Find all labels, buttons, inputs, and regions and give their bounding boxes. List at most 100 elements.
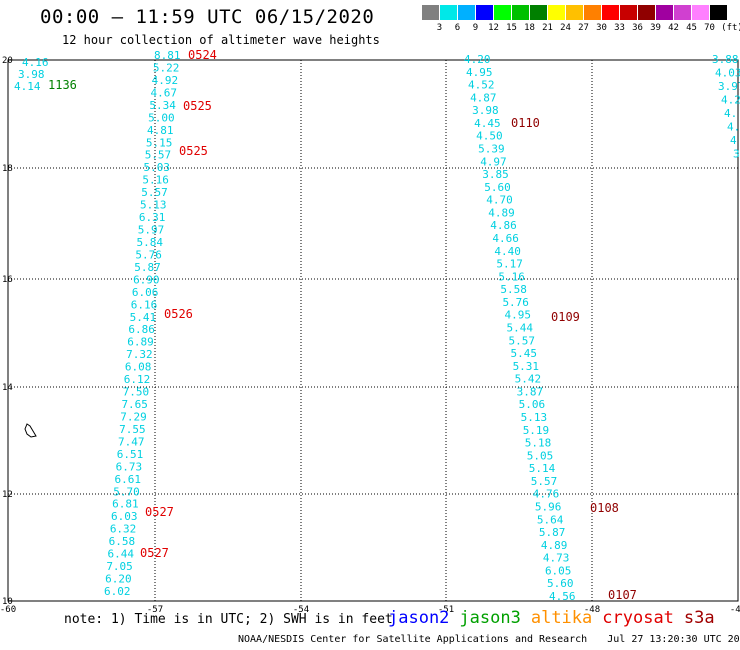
latitude-label: 18 bbox=[2, 164, 13, 174]
wave-height-value: 5.00 bbox=[148, 111, 175, 124]
satellite-jason2: jason2 bbox=[388, 608, 450, 628]
legend-swatch bbox=[440, 5, 457, 20]
wave-height-value: 4.20 bbox=[464, 53, 491, 66]
wave-height-value: 3.98 bbox=[472, 104, 499, 117]
page-subtitle: 12 hour collection of altimeter wave hei… bbox=[62, 33, 380, 47]
wave-height-value: 5.41 bbox=[130, 311, 157, 324]
satellite-altika: altika bbox=[530, 608, 593, 628]
legend-label: 21 bbox=[542, 23, 553, 33]
pass-time-label: 0527 bbox=[145, 505, 174, 519]
page-title: 00:00 — 11:59 UTC 06/15/2020 bbox=[40, 6, 375, 28]
wave-height-value: 6.32 bbox=[110, 523, 137, 536]
wave-height-value: 4.95 bbox=[504, 309, 531, 322]
legend-swatch bbox=[566, 5, 583, 20]
wave-height-value: 4.87 bbox=[470, 91, 497, 104]
wave-height-value: 4.92 bbox=[152, 74, 179, 87]
wave-height-value: 6.90 bbox=[133, 273, 160, 286]
wave-height-value: 5.42 bbox=[515, 373, 542, 386]
longitude-label: -57 bbox=[147, 605, 163, 615]
pass-time-label: 0524 bbox=[188, 48, 217, 62]
wave-height-value: 3.85 bbox=[482, 168, 509, 181]
altimeter-tracks: 4.163.984.14 11368.815.224.924.675.345.00… bbox=[14, 48, 740, 603]
legend-label: 24 bbox=[560, 23, 571, 33]
wave-height-value: 6.86 bbox=[128, 323, 155, 336]
axis-labels: 20 18 16 14 12 10-60 -57 -54 -51 -48 -45 bbox=[0, 56, 740, 615]
wave-height-value: 5.14 bbox=[529, 462, 556, 475]
satellite-jason3: jason3 bbox=[459, 608, 521, 628]
legend-label: 18 bbox=[524, 23, 535, 33]
wave-height-value: 4.81 bbox=[147, 124, 174, 137]
legend-label: 3 bbox=[436, 23, 443, 33]
wave-height-value: 4.86 bbox=[490, 219, 517, 232]
longitude-label: -60 bbox=[0, 605, 16, 615]
wave-height-value: 4.40 bbox=[494, 245, 521, 258]
wave-height-value: 4.50 bbox=[476, 130, 503, 143]
legend-swatch bbox=[530, 5, 547, 20]
wave-height-value: 5.76 bbox=[135, 248, 162, 261]
wave-height-value: 7.65 bbox=[121, 398, 148, 411]
wave-height-value: 7.55 bbox=[119, 423, 145, 436]
wave-height-value: 5.57 bbox=[141, 186, 168, 199]
longitude-label: -51 bbox=[438, 605, 454, 615]
legend-swatch bbox=[710, 5, 727, 20]
longitude-label: -54 bbox=[293, 605, 309, 615]
wave-height-value: 5.57 bbox=[509, 334, 536, 347]
legend-label: 9 bbox=[472, 23, 479, 33]
satellite-legend: jason2 jason3 altika cryosat s3a bbox=[388, 608, 725, 628]
pass-time-label: 0526 bbox=[164, 307, 193, 321]
credit-text: NOAA/NESDIS Center for Satellite Applica… bbox=[238, 634, 588, 645]
wave-height-value: 5.76 bbox=[502, 296, 529, 309]
wave-height-value: 6.31 bbox=[139, 211, 166, 224]
legend-swatch bbox=[422, 5, 439, 20]
pass-time-label: 0109 bbox=[551, 310, 580, 324]
wave-height-value: 5.84 bbox=[137, 236, 164, 249]
wave-height-value: 5.31 bbox=[513, 360, 540, 373]
legend-swatch bbox=[656, 5, 673, 20]
wave-height-value: 6.51 bbox=[117, 448, 144, 461]
legend-swatch bbox=[458, 5, 475, 20]
legend-label: 6 bbox=[454, 23, 461, 33]
wave-height-value: 6.02 bbox=[104, 585, 131, 598]
wave-height-value: 5.87 bbox=[539, 526, 566, 539]
wave-height-value: 4.73 bbox=[543, 552, 570, 565]
pass-time-label: 0525 bbox=[183, 99, 212, 113]
wave-height-value: 6.44 bbox=[107, 548, 134, 561]
wave-height-value: 4.16 bbox=[22, 56, 49, 69]
wave-height-value: 4.89 bbox=[488, 206, 515, 219]
wave-height-value: 5.17 bbox=[496, 258, 523, 271]
wave-height-value: 5.64 bbox=[537, 513, 564, 526]
generated-timestamp: Jul 27 13:20:30 UTC 2020 bbox=[607, 634, 740, 645]
pass-time-label: 0527 bbox=[140, 546, 169, 560]
wave-height-value: 6.08 bbox=[125, 361, 152, 374]
wave-height-value: 4.14 bbox=[14, 80, 41, 93]
wave-height-value: 3.97 bbox=[718, 80, 740, 93]
wave-height-value: 5.97 bbox=[138, 224, 165, 237]
legend-swatch bbox=[584, 5, 601, 20]
wave-height-value: 5.57 bbox=[145, 149, 172, 162]
wave-height-value: 5.06 bbox=[519, 398, 546, 411]
wave-height-value: 4.52 bbox=[468, 79, 495, 92]
wave-height-value: 6.03 bbox=[111, 510, 138, 523]
pass-time-label: 0525 bbox=[179, 144, 208, 158]
map-grid bbox=[7, 59, 739, 602]
wave-height-value: 5.19 bbox=[523, 424, 550, 437]
wave-height-value: 4.2 bbox=[721, 94, 740, 107]
wave-height-value: 4. bbox=[727, 121, 740, 134]
legend-unit: (ft) bbox=[721, 23, 740, 33]
wave-height-value: 3.98 bbox=[18, 68, 45, 81]
wave-height-value: 6.12 bbox=[124, 373, 151, 386]
latitude-label: 20 bbox=[2, 56, 13, 66]
wave-height-value: 6.20 bbox=[105, 573, 131, 586]
wave-height-value: 4.56 bbox=[549, 590, 576, 603]
wave-height-value: 3.87 bbox=[517, 385, 544, 398]
footer-note: note: 1) Time is in UTC; 2) SWH is in fe… bbox=[64, 612, 393, 627]
wave-height-value: 5.18 bbox=[525, 437, 552, 450]
wave-height-value: 5.16 bbox=[142, 174, 169, 187]
legend-swatch bbox=[620, 5, 637, 20]
legend-swatch bbox=[638, 5, 655, 20]
wave-height-value: 6.05 bbox=[545, 564, 572, 577]
wave-height-value: 6.81 bbox=[112, 498, 138, 511]
legend-label: 39 bbox=[650, 23, 661, 33]
wave-height-value: 4.66 bbox=[492, 232, 519, 245]
